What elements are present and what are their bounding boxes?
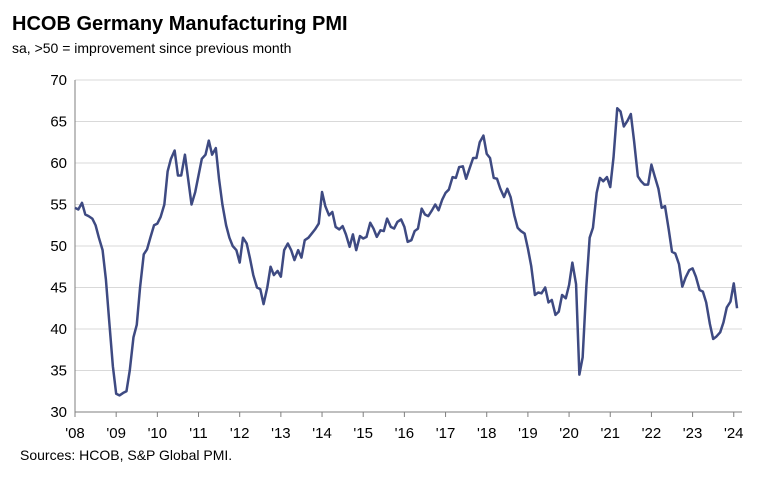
- x-tick-label: '20: [559, 425, 579, 442]
- x-tick-label: '08: [65, 425, 85, 442]
- x-tick-label: '14: [312, 425, 332, 442]
- x-tick-label: '19: [518, 425, 538, 442]
- x-tick-label: '09: [106, 425, 126, 442]
- x-tick-label: '22: [642, 425, 662, 442]
- x-tick-label: '12: [230, 425, 250, 442]
- y-tick-label: 30: [50, 404, 67, 421]
- x-tick-label: '24: [724, 425, 744, 442]
- y-tick-label: 40: [50, 321, 67, 338]
- y-tick-label: 55: [50, 197, 67, 214]
- x-tick-label: '18: [477, 425, 497, 442]
- y-tick-label: 65: [50, 114, 67, 131]
- x-tick-label: '23: [683, 425, 703, 442]
- x-tick-label: '21: [600, 425, 620, 442]
- y-tick-label: 70: [50, 72, 67, 89]
- x-tick-label: '13: [271, 425, 291, 442]
- y-tick-label: 50: [50, 238, 67, 255]
- x-tick-label: '16: [395, 425, 415, 442]
- chart-title: HCOB Germany Manufacturing PMI: [12, 13, 348, 35]
- chart-subtitle: sa, >50 = improvement since previous mon…: [12, 40, 291, 56]
- x-tick-label: '17: [436, 425, 456, 442]
- y-tick-label: 35: [50, 363, 67, 380]
- source-note: Sources: HCOB, S&P Global PMI.: [20, 447, 232, 463]
- x-tick-label: '15: [353, 425, 373, 442]
- x-tick-label: '11: [189, 425, 207, 442]
- data-line: [74, 106, 739, 397]
- x-tick-label: '10: [148, 425, 168, 442]
- y-tick-label: 45: [50, 280, 67, 297]
- y-tick-label: 60: [50, 155, 67, 172]
